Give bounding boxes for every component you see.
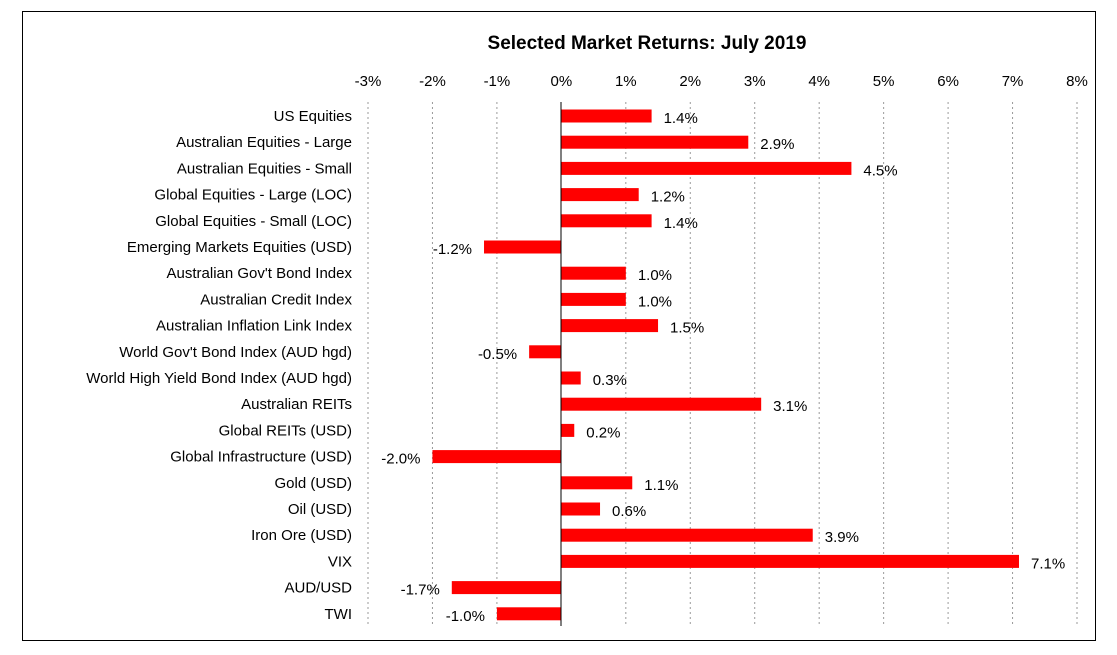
data-label: 1.5%	[670, 320, 704, 337]
bar	[561, 371, 581, 385]
category-label: US Equities	[274, 108, 352, 125]
data-label: 1.4%	[664, 110, 698, 127]
data-label: 2.9%	[760, 136, 794, 153]
category-label: Global Equities - Small (LOC)	[155, 213, 352, 230]
bar	[561, 188, 639, 202]
data-label: -1.0%	[446, 608, 485, 625]
x-tick-label: 5%	[873, 73, 895, 90]
category-label: Australian Gov't Bond Index	[167, 265, 353, 282]
chart-frame	[22, 11, 1096, 641]
category-label: World Gov't Bond Index (AUD hgd)	[119, 344, 352, 361]
bar	[561, 135, 749, 149]
x-tick-label: 0%	[551, 73, 573, 90]
data-label: 0.3%	[593, 372, 627, 389]
data-label: -1.7%	[401, 582, 440, 599]
x-tick-label: -3%	[355, 73, 382, 90]
x-tick-label: 1%	[615, 73, 637, 90]
bar	[451, 581, 562, 595]
bar	[561, 266, 626, 280]
gridlines	[367, 102, 1078, 626]
data-label: 1.4%	[664, 215, 698, 232]
bars	[432, 109, 1019, 621]
category-label: Global Infrastructure (USD)	[170, 449, 352, 466]
bar	[561, 528, 813, 542]
category-label: Iron Ore (USD)	[251, 527, 352, 544]
bar	[561, 214, 652, 228]
data-label: -2.0%	[381, 451, 420, 468]
category-label: Oil (USD)	[288, 501, 352, 518]
data-label: 0.6%	[612, 503, 646, 520]
category-label: Australian REITs	[241, 396, 352, 413]
x-tick-label: -1%	[484, 73, 511, 90]
data-label: 4.5%	[863, 162, 897, 179]
x-tick-label: -2%	[419, 73, 446, 90]
data-label: 1.0%	[638, 293, 672, 310]
bar	[561, 319, 659, 333]
x-tick-label: 8%	[1066, 73, 1088, 90]
bar	[561, 161, 852, 175]
category-label: Australian Credit Index	[200, 291, 352, 308]
category-label: TWI	[325, 606, 353, 623]
data-label: 1.2%	[651, 189, 685, 206]
bar	[529, 345, 562, 359]
category-label: Global REITs (USD)	[219, 422, 352, 439]
bar	[496, 607, 562, 621]
category-label: Australian Equities - Small	[177, 160, 352, 177]
data-label: 0.2%	[586, 424, 620, 441]
data-labels: 1.4% 2.9% 4.5% 1.2% 1.4% -1.2% 1.0% 1.0% 1.5% -0.…	[381, 110, 1065, 625]
category-label: VIX	[328, 553, 352, 570]
category-label: AUD/USD	[284, 580, 352, 597]
data-label: 7.1%	[1031, 555, 1065, 572]
bar	[561, 502, 601, 516]
bar	[561, 292, 626, 306]
category-label: Gold (USD)	[274, 475, 352, 492]
x-tick-label: 2%	[679, 73, 701, 90]
category-label: Australian Inflation Link Index	[156, 318, 352, 335]
category-label: Emerging Markets Equities (USD)	[127, 239, 352, 256]
data-label: -1.2%	[433, 241, 472, 258]
data-label: 3.1%	[773, 398, 807, 415]
x-tick-label: 6%	[937, 73, 959, 90]
category-label: Global Equities - Large (LOC)	[154, 187, 352, 204]
bar	[484, 240, 562, 254]
x-tick-label: 7%	[1002, 73, 1024, 90]
data-label: 1.1%	[644, 477, 678, 494]
bar	[432, 450, 562, 464]
category-labels: US Equities Australian Equities - Large Au…	[86, 108, 352, 623]
bar	[561, 397, 762, 411]
bar	[561, 109, 652, 123]
data-label: -0.5%	[478, 346, 517, 363]
x-tick-label: 4%	[808, 73, 830, 90]
bar	[561, 554, 1019, 568]
bar	[561, 476, 633, 490]
x-tick-label: 3%	[744, 73, 766, 90]
bar	[561, 423, 575, 437]
category-label: Australian Equities - Large	[176, 134, 352, 151]
data-label: 1.0%	[638, 267, 672, 284]
chart-title: Selected Market Returns: July 2019	[488, 33, 807, 54]
category-label: World High Yield Bond Index (AUD hgd)	[86, 370, 352, 387]
data-label: 3.9%	[825, 529, 859, 546]
x-axis-ticks: -3% -2% -1% 0% 1% 2% 3% 4% 5% 6% 7% 8%	[355, 73, 1088, 90]
